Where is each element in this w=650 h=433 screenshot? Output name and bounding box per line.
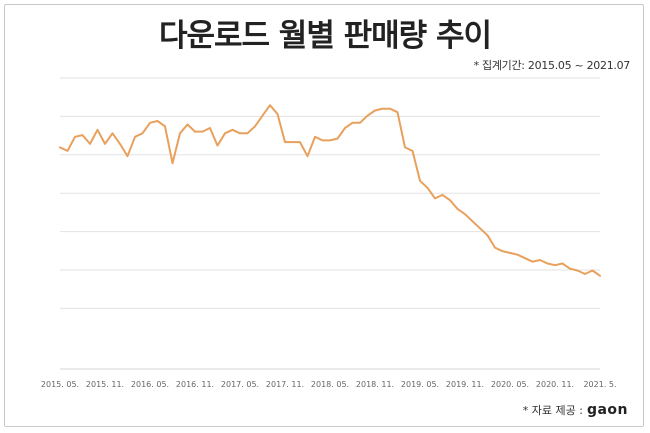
x-tick-label: 2018. 11. bbox=[356, 380, 394, 389]
x-tick-label: 2019. 05. bbox=[401, 380, 439, 389]
chart-frame bbox=[4, 4, 644, 427]
x-tick-label: 2021. 5. bbox=[583, 380, 616, 389]
chart-subtitle: * 집계기간: 2015.05 ~ 2021.07 bbox=[473, 59, 631, 72]
x-tick-labels: 2015. 05. 2015. 11. 2016. 05. 2016. 11. 2017… bbox=[41, 380, 617, 389]
x-tick-label: 2016. 11. bbox=[176, 380, 214, 389]
gridlines bbox=[60, 77, 600, 370]
x-tick-label: 2019. 11. bbox=[446, 380, 484, 389]
x-tick-label: 2017. 11. bbox=[266, 380, 304, 389]
source-label: * 자료 제공 : bbox=[522, 404, 583, 417]
x-tick-label: 2018. 05. bbox=[311, 380, 349, 389]
x-tick-label: 2015. 11. bbox=[86, 380, 124, 389]
x-tick-label: 2015. 05. bbox=[41, 380, 79, 389]
x-tick-label: 2017. 05. bbox=[221, 380, 259, 389]
series-line bbox=[59, 104, 601, 277]
x-tick-label: 2020. 05. bbox=[491, 380, 529, 389]
x-tick-label: 2020. 11. bbox=[536, 380, 574, 389]
gaon-logo: gaon bbox=[586, 402, 628, 418]
source-credit: * 자료 제공 : gaon bbox=[523, 402, 628, 418]
chart-title: 다운로드 월별 판매량 추이 bbox=[158, 18, 492, 54]
x-tick-label: 2016. 05. bbox=[131, 380, 169, 389]
